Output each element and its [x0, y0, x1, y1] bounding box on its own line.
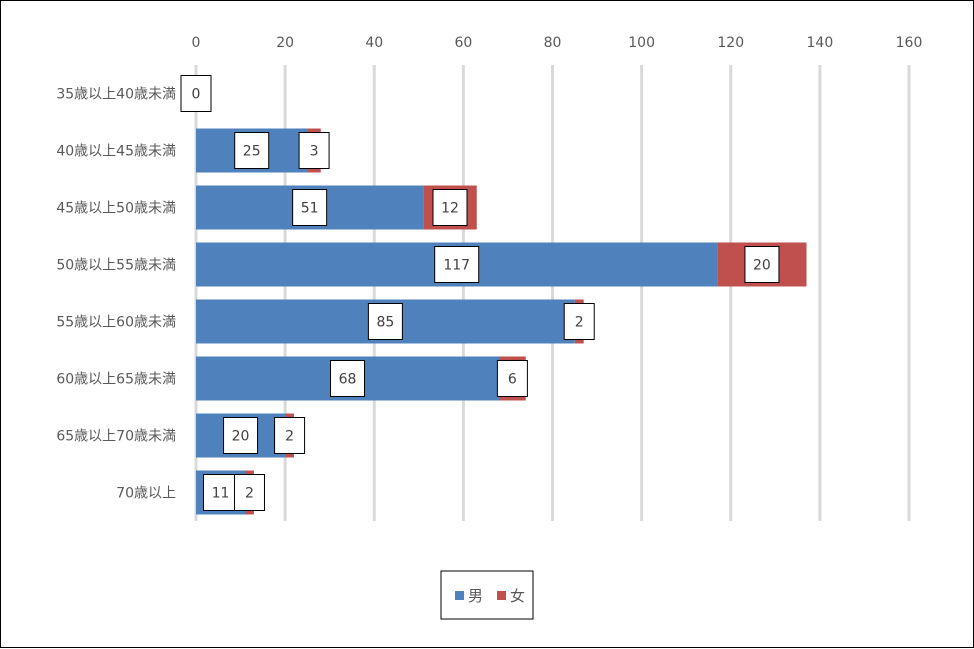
data-label-male: 117 [443, 258, 470, 274]
category-label: 70歳以上 [116, 486, 176, 502]
x-tick-label: 140 [807, 35, 834, 51]
data-label-female: 2 [575, 315, 584, 331]
data-label-female: 12 [441, 201, 459, 217]
category-label: 50歳以上55歳未満 [56, 258, 176, 274]
data-label-female: 2 [285, 429, 294, 445]
data-label: 0 [192, 87, 201, 103]
data-label-female-box [744, 246, 780, 283]
data-label-male-box [434, 246, 480, 283]
x-tick-label: 120 [717, 35, 744, 51]
legend-swatch-female [497, 591, 506, 600]
x-tick-label: 0 [192, 35, 201, 51]
data-label-male: 25 [243, 144, 261, 160]
category-label: 65歳以上70歳未満 [56, 429, 176, 445]
legend-label-male: 男 [468, 587, 483, 605]
data-label-female-box [563, 303, 595, 340]
category-label: 45歳以上50歳未満 [56, 201, 176, 217]
x-tick-label: 160 [896, 35, 923, 51]
data-label-box [180, 75, 212, 112]
data-label-female-box [274, 417, 306, 454]
data-label-male: 51 [301, 201, 319, 217]
data-label-male-box [367, 303, 403, 340]
data-label-female-box [233, 474, 265, 511]
data-label-male: 68 [339, 372, 357, 388]
data-label-female: 20 [753, 258, 771, 274]
data-label-female-box [496, 360, 528, 397]
data-label-male-box [203, 474, 239, 511]
category-label: 35歳以上40歳未満 [56, 87, 176, 103]
legend-label-female: 女 [510, 587, 525, 605]
data-label-female: 2 [245, 486, 254, 502]
category-label: 40歳以上45歳未満 [56, 144, 176, 160]
category-label: 55歳以上60歳未満 [56, 315, 176, 331]
data-label-male: 11 [212, 486, 230, 502]
data-label-male-box [330, 360, 366, 397]
data-label-male-box [223, 417, 259, 454]
data-label-female-box [298, 132, 330, 169]
legend-swatch-male [455, 591, 464, 600]
x-tick-label: 20 [276, 35, 294, 51]
x-tick-label: 100 [628, 35, 655, 51]
category-label: 60歳以上65歳未満 [56, 372, 176, 388]
data-label-male: 20 [232, 429, 250, 445]
data-label-female: 6 [508, 372, 517, 388]
x-tick-label: 60 [454, 35, 472, 51]
data-label-female-box [432, 189, 468, 226]
data-label-male-box [292, 189, 328, 226]
data-label-male-box [234, 132, 270, 169]
x-tick-label: 40 [365, 35, 383, 51]
data-label-female: 3 [310, 144, 319, 160]
data-label-male: 85 [376, 315, 394, 331]
x-tick-label: 80 [544, 35, 562, 51]
